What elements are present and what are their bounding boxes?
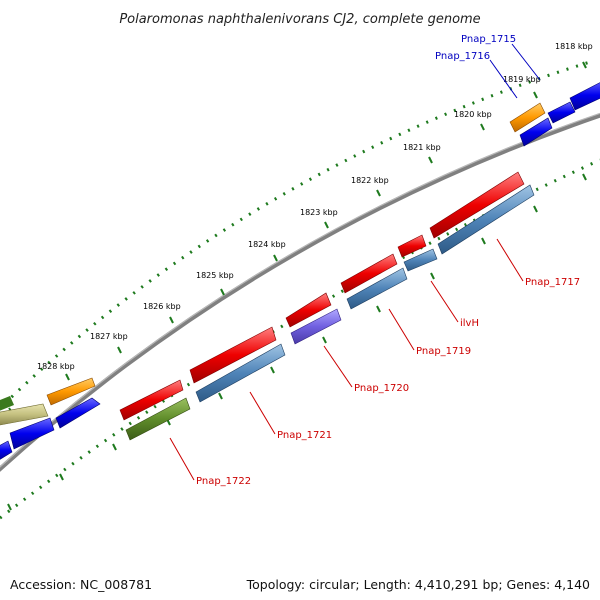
gene-feature[interactable] [55,397,101,429]
kbp-label: 1823 kbp [300,208,338,217]
gene-feature[interactable] [403,248,438,272]
gene-feature[interactable] [125,397,191,441]
gene-feature[interactable] [290,308,342,345]
gene-feature[interactable] [519,117,553,147]
gene-feature[interactable] [9,417,55,450]
gene-label-pnap-1722[interactable]: Pnap_1722 [196,476,251,487]
gene-feature[interactable] [346,267,408,310]
gene-label-pnap-1717[interactable]: Pnap_1717 [525,277,580,288]
gene-feature[interactable] [189,326,277,384]
kbp-label: 1824 kbp [248,240,286,249]
kbp-label: 1827 kbp [90,332,128,341]
gene-label-pnap-1716[interactable]: Pnap_1716 [435,51,490,62]
gene-feature[interactable] [569,80,600,111]
genome-backbone [0,113,600,472]
gene-feature[interactable] [195,343,286,403]
gene-labels: Pnap_1715 Pnap_1716 Pnap_1717 ilvH Pnap_… [196,34,580,487]
gene-features [0,80,600,460]
genome-backbone-highlight [0,112,600,468]
gene-feature[interactable] [46,377,96,406]
kbp-label: 1825 kbp [196,271,234,280]
gene-feature[interactable] [285,292,332,328]
gene-feature[interactable] [0,403,49,426]
gene-feature[interactable] [0,440,13,460]
outer-major-ticks [8,61,587,415]
gene-feature[interactable] [429,171,525,239]
gene-feature[interactable] [119,379,184,421]
kbp-label: 1828 kbp [37,362,75,371]
gene-label-pnap-1719[interactable]: Pnap_1719 [416,346,471,357]
kbp-label: 1826 kbp [143,302,181,311]
gene-feature[interactable] [0,396,14,411]
kbp-label: 1819 kbp [503,75,541,84]
kbp-label: 1822 kbp [351,176,389,185]
topology-text: Topology: circular; Length: 4,410,291 bp… [246,577,590,592]
kbp-scale-labels: 1818 kbp 1819 kbp 1820 kbp 1821 kbp 1822… [37,42,593,371]
map-title: Polaromonas naphthalenivorans CJ2, compl… [119,12,480,27]
accession-text: Accession: NC_008781 [10,577,153,592]
gene-feature[interactable] [397,234,427,258]
gene-feature[interactable] [437,184,535,255]
gene-label-ilvh[interactable]: ilvH [460,318,479,329]
gene-label-pnap-1721[interactable]: Pnap_1721 [277,430,332,441]
kbp-label: 1818 kbp [555,42,593,51]
gene-feature[interactable] [509,102,546,133]
kbp-label: 1820 kbp [454,110,492,119]
gene-feature[interactable] [340,253,398,294]
label-leader-lines [169,43,541,481]
gene-label-pnap-1720[interactable]: Pnap_1720 [354,383,409,394]
gene-label-pnap-1715[interactable]: Pnap_1715 [461,34,516,45]
gene-feature[interactable] [547,101,576,124]
outer-scale-arc [0,60,591,411]
kbp-label: 1821 kbp [403,143,441,152]
